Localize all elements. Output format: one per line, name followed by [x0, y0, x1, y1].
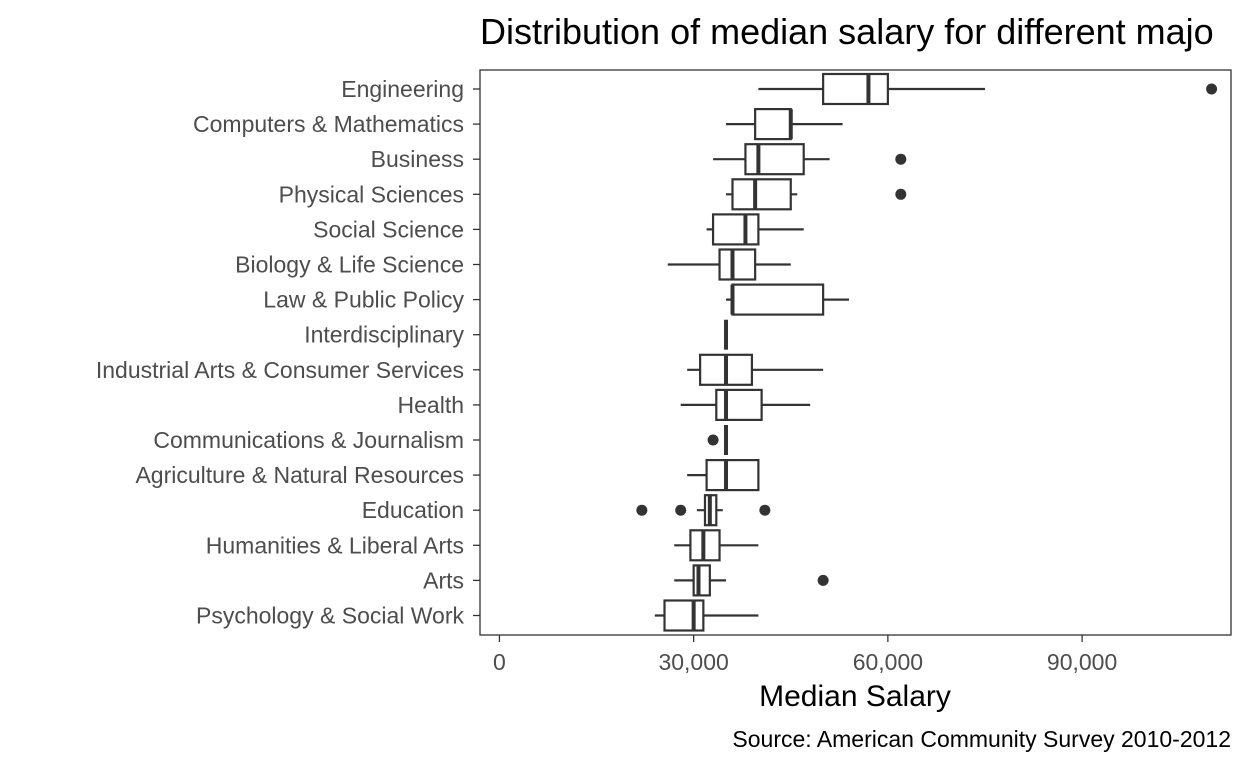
box — [718, 248, 757, 281]
box-group — [636, 494, 771, 527]
y-tick-label: Physical Sciences — [279, 181, 464, 207]
outlier-point — [636, 504, 648, 516]
y-tick-label: Biology & Life Science — [235, 252, 464, 278]
outlier-point — [895, 188, 907, 200]
box-group — [726, 107, 843, 141]
box-group — [687, 353, 824, 386]
x-tick-label: 30,000 — [658, 649, 728, 675]
chart-title: Distribution of median salary for differ… — [480, 11, 1214, 52]
box — [663, 599, 705, 632]
x-tick-labels: 0 30,000 60,000 90,000 — [493, 649, 1117, 675]
box — [822, 72, 889, 106]
y-tick-label: Psychology & Social Work — [196, 603, 465, 629]
box — [754, 107, 792, 141]
box — [731, 178, 792, 211]
outlier-point — [895, 153, 907, 165]
outlier-point — [707, 434, 719, 446]
box-group — [667, 248, 791, 281]
chart-caption: Source: American Community Survey 2010-2… — [732, 726, 1231, 752]
boxes-layer — [636, 72, 1218, 632]
outlier-point — [759, 504, 771, 516]
y-tick-label: Computers & Mathematics — [193, 111, 464, 137]
box-group — [726, 283, 850, 316]
y-tick-label: Business — [371, 146, 464, 172]
y-ticks — [473, 88, 480, 617]
box — [692, 564, 711, 597]
y-tick-label: Communications & Journalism — [153, 427, 464, 453]
box-group — [680, 388, 811, 421]
box — [711, 213, 760, 246]
box — [731, 283, 825, 316]
y-tick-label: Social Science — [313, 216, 464, 242]
outlier-point — [675, 504, 687, 516]
y-tick-label: Education — [362, 497, 464, 523]
outlier-point — [1206, 83, 1218, 95]
x-ticks — [498, 635, 1083, 642]
y-tick-label: Humanities & Liberal Arts — [206, 532, 464, 558]
y-tick-label: Agriculture & Natural Resources — [135, 462, 464, 488]
box-group — [674, 564, 829, 597]
x-axis-title: Median Salary — [759, 680, 951, 713]
y-tick-labels: Engineering Computers & Mathematics Busine… — [96, 76, 465, 629]
box-group — [687, 459, 760, 492]
box-group — [654, 599, 759, 632]
box — [744, 143, 805, 176]
y-tick-label: Law & Public Policy — [263, 287, 464, 313]
box-group — [726, 178, 907, 211]
y-tick-label: Arts — [423, 567, 464, 593]
x-tick-label: 90,000 — [1047, 649, 1117, 675]
y-tick-label: Engineering — [341, 76, 464, 102]
y-tick-label: Interdisciplinary — [304, 322, 464, 348]
box-group — [674, 529, 759, 562]
x-tick-label: 0 — [493, 649, 506, 675]
y-tick-label: Health — [398, 392, 464, 418]
panel-border — [479, 69, 1232, 636]
box-group — [758, 72, 1218, 106]
outlier-point — [817, 574, 829, 586]
box — [705, 459, 760, 492]
box — [715, 388, 763, 421]
y-tick-label: Industrial Arts & Consumer Services — [96, 357, 464, 383]
box-group — [706, 213, 804, 246]
box-group — [707, 425, 729, 455]
box-group — [713, 143, 907, 176]
x-tick-label: 60,000 — [853, 649, 923, 675]
